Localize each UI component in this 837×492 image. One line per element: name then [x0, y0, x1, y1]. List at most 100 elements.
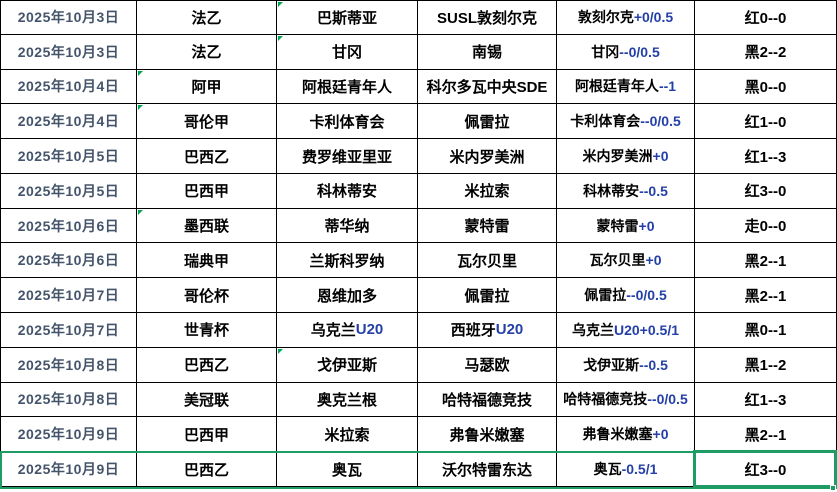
cell-away[interactable]: 米拉索	[418, 173, 557, 209]
cell-home[interactable]: 阿根廷青年人	[277, 69, 418, 105]
cell-result[interactable]: 红3--0	[695, 452, 837, 487]
cell-date[interactable]: 2025年10月6日	[0, 243, 137, 279]
cell-date[interactable]: 2025年10月5日	[0, 139, 137, 174]
cell-away[interactable]: 沃尔特雷东达	[418, 452, 557, 487]
cell-handicap[interactable]: 乌克兰 U20+0.5/1	[557, 313, 695, 348]
cell-handicap[interactable]: 瓦尔贝里 +0	[557, 243, 695, 279]
cell-league[interactable]: 瑞典甲	[137, 243, 277, 279]
cell-handicap[interactable]: 科林蒂安 --0.5	[557, 173, 695, 209]
cell-result[interactable]: 黑2--1	[695, 417, 837, 453]
cell-away[interactable]: 米内罗美洲	[418, 139, 557, 174]
cell-handicap[interactable]: 戈伊亚斯 --0.5	[557, 347, 695, 383]
cell-home[interactable]: 兰斯科罗纳	[277, 243, 418, 279]
cell-league[interactable]: 巴西甲	[137, 417, 277, 453]
cell-away[interactable]: SUSL敦刻尔克	[418, 0, 557, 35]
cell-away[interactable]: 科尔多瓦中央SDE	[418, 69, 557, 105]
comment-flag-icon	[278, 348, 283, 354]
cell-home[interactable]: 乌克兰 U20	[277, 313, 418, 348]
cell-home[interactable]: 米拉索	[277, 417, 418, 453]
cell-handicap[interactable]: 哈特福德竞技 --0/0.5	[557, 382, 695, 418]
cell-handicap[interactable]: 甘冈 --0/0.5	[557, 34, 695, 70]
cell-handicap[interactable]: 阿根廷青年人 --1	[557, 69, 695, 105]
ascii-accent-text: U20+0.5/1	[614, 321, 679, 338]
cell-away[interactable]: 蒙特雷	[418, 208, 557, 244]
cell-home[interactable]: 科林蒂安	[277, 173, 418, 209]
cell-away[interactable]: 瓦尔贝里	[418, 243, 557, 279]
cell-league[interactable]: 法乙	[137, 34, 277, 70]
cell-result[interactable]: 黑2--2	[695, 34, 837, 70]
cell-league[interactable]: 世青杯	[137, 313, 277, 348]
cell-handicap[interactable]: 米内罗美洲 +0	[557, 139, 695, 174]
ascii-accent-text: --0.5	[639, 182, 668, 199]
cell-away[interactable]: 西班牙 U20	[418, 313, 557, 348]
cell-league[interactable]: 巴西乙	[137, 452, 277, 487]
cell-date[interactable]: 2025年10月7日	[0, 278, 137, 314]
cell-handicap[interactable]: 奥瓦 -0.5/1	[557, 452, 695, 487]
cell-home[interactable]: 戈伊亚斯	[277, 347, 418, 383]
cell-result[interactable]: 红1--3	[695, 139, 837, 174]
cell-handicap[interactable]: 卡利体育会 --0/0.5	[557, 104, 695, 140]
cell-result[interactable]: 红1--0	[695, 104, 837, 140]
cell-league[interactable]: 美冠联	[137, 382, 277, 418]
cell-date[interactable]: 2025年10月3日	[0, 0, 137, 35]
cell-date[interactable]: 2025年10月8日	[0, 382, 137, 418]
cell-league[interactable]: 阿甲	[137, 69, 277, 105]
cell-league[interactable]: 哥伦甲	[137, 104, 277, 140]
cell-result[interactable]: 黑2--1	[695, 243, 837, 279]
cell-result[interactable]: 走0--0	[695, 208, 837, 244]
cell-result[interactable]: 红0--0	[695, 0, 837, 35]
cell-handicap[interactable]: 佩雷拉 --0/0.5	[557, 278, 695, 314]
cell-date[interactable]: 2025年10月8日	[0, 347, 137, 383]
cjk-text: 奥瓦	[593, 461, 622, 478]
cell-home[interactable]: 恩维加多	[277, 278, 418, 314]
cell-away[interactable]: 佩雷拉	[418, 104, 557, 140]
cell-home[interactable]: 奥克兰根	[277, 382, 418, 418]
cell-result[interactable]: 红1--3	[695, 382, 837, 418]
cell-away[interactable]: 弗鲁米嫩塞	[418, 417, 557, 453]
cell-result[interactable]: 黑2--1	[695, 278, 837, 314]
cell-result[interactable]: 黑0--0	[695, 69, 837, 105]
cell-home[interactable]: 甘冈	[277, 34, 418, 70]
cell-league[interactable]: 巴西甲	[137, 173, 277, 209]
comment-flag-icon	[278, 2, 283, 7]
cell-home[interactable]: 蒂华纳	[277, 208, 418, 244]
cell-away[interactable]: 佩雷拉	[418, 278, 557, 314]
cell-handicap[interactable]: 蒙特雷 +0	[557, 208, 695, 244]
cell-date[interactable]: 2025年10月6日	[0, 208, 137, 244]
cell-handicap[interactable]: 弗鲁米嫩塞 +0	[557, 417, 695, 453]
cell-league[interactable]: 法乙	[137, 0, 277, 35]
cjk-text: 乌克兰	[572, 321, 614, 338]
cell-date[interactable]: 2025年10月3日	[0, 34, 137, 70]
cjk-text: 西班牙	[450, 322, 496, 340]
cell-date[interactable]: 2025年10月5日	[0, 173, 137, 209]
ascii-accent-text: --0/0.5	[647, 391, 688, 408]
cell-result[interactable]: 黑0--1	[695, 313, 837, 348]
comment-flag-icon	[138, 70, 143, 76]
cell-league[interactable]: 巴西乙	[137, 347, 277, 383]
cell-date[interactable]: 2025年10月7日	[0, 313, 137, 348]
cell-date[interactable]: 2025年10月9日	[0, 452, 137, 487]
cell-date[interactable]: 2025年10月9日	[0, 417, 137, 453]
cjk-text: 科林蒂安	[583, 182, 640, 199]
cell-handicap[interactable]: 敦刻尔克 +0/0.5	[557, 0, 695, 35]
cell-away[interactable]: 哈特福德竞技	[418, 382, 557, 418]
cell-date[interactable]: 2025年10月4日	[0, 104, 137, 140]
cjk-text: 哈特福德竞技	[563, 391, 648, 408]
cell-home[interactable]: 卡利体育会	[277, 104, 418, 140]
fill-handle[interactable]	[830, 485, 836, 491]
cell-league[interactable]: 巴西乙	[137, 139, 277, 174]
cell-league[interactable]: 墨西联	[137, 208, 277, 244]
cell-home[interactable]: 费罗维亚里亚	[277, 139, 418, 174]
ascii-accent-text: U20	[495, 321, 524, 339]
cell-result[interactable]: 红3--0	[695, 173, 837, 209]
cell-league[interactable]: 哥伦杯	[137, 278, 277, 314]
cell-away[interactable]: 南锡	[418, 34, 557, 70]
cell-home[interactable]: 巴斯蒂亚	[277, 0, 418, 35]
cell-home[interactable]: 奥瓦	[277, 452, 418, 487]
cjk-text: 卡利体育会	[570, 113, 641, 130]
cell-date[interactable]: 2025年10月4日	[0, 69, 137, 105]
cell-result[interactable]: 黑1--2	[695, 347, 837, 383]
cjk-text: 米内罗美洲	[582, 148, 653, 165]
cell-away[interactable]: 马瑟欧	[418, 347, 557, 383]
